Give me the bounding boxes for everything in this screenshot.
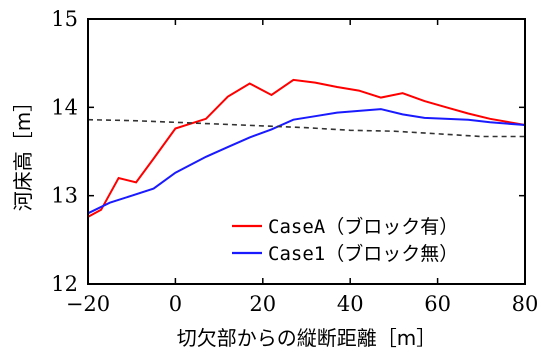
x-tick-label: 40 [337,292,364,316]
x-tick-label: 0 [169,292,182,316]
y-tick-label: 13 [51,184,78,208]
y-tick-label: 14 [51,95,78,119]
x-tick-label: 20 [249,292,276,316]
legend-label: Case1（ブロック無） [268,242,458,265]
plot-frame [87,18,526,285]
series-line-2 [87,108,526,215]
x-axis-title: 切欠部からの縦断距離［m］ [177,326,436,350]
series-line-1 [87,78,526,218]
x-tick-label: 80 [512,292,539,316]
series-line-3 [87,118,525,138]
x-tick-label: −20 [66,292,110,316]
axis-ticks: −20 0 20 40 60 80 12 13 14 15 [51,7,538,316]
plot-lines [87,78,526,218]
legend: CaseA（ブロック有） Case1（ブロック無） [232,215,458,265]
y-tick-label: 15 [51,7,78,31]
y-axis-title: 河床高［m］ [11,92,35,211]
y-tick-label: 12 [51,272,78,296]
legend-label: CaseA（ブロック有） [268,215,458,238]
x-tick-label: 60 [424,292,451,316]
